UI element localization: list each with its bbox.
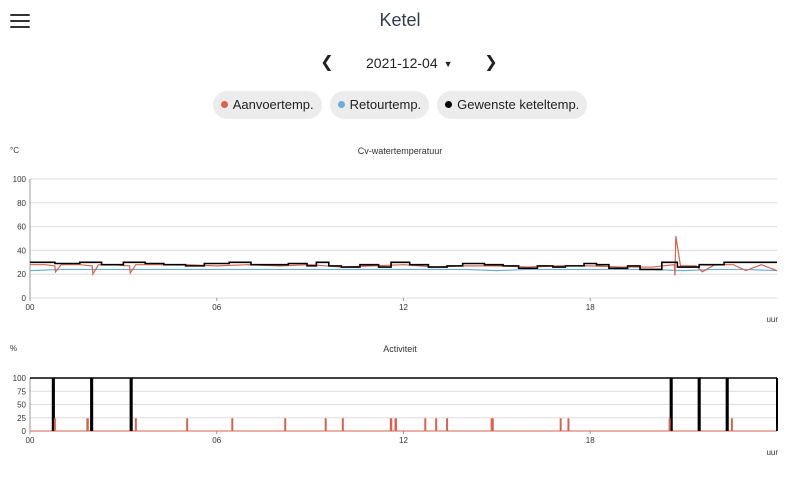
activity-bar (324, 418, 327, 431)
x-tick-label: 06 (212, 436, 221, 445)
y-tick-label: 50 (17, 401, 26, 410)
chevron-right-icon[interactable]: ❯ (484, 54, 498, 71)
x-unit-label: uur (766, 315, 778, 324)
y-unit-label: °C (10, 146, 19, 155)
date-picker[interactable]: 2021-12-04 ▼ (366, 52, 453, 74)
legend-label: Gewenste keteltemp. (457, 97, 580, 112)
activity-bar (341, 418, 344, 431)
activity-bar (389, 418, 393, 431)
y-tick-label: 80 (17, 199, 26, 208)
dot-icon (445, 101, 453, 108)
activity-bar (186, 418, 189, 431)
x-tick-label: 18 (586, 436, 595, 445)
activity-bar (424, 418, 427, 431)
x-tick-label: 06 (212, 303, 221, 312)
x-tick-label: 18 (586, 303, 595, 312)
activity-bar (776, 378, 778, 431)
chart-title: Cv-watertemperatuur (357, 146, 443, 156)
chevron-left-icon[interactable]: ❮ (320, 54, 334, 71)
x-tick-label: 12 (399, 303, 408, 312)
activity-bar (435, 418, 438, 431)
activity-bar (669, 378, 673, 431)
temperature-chart: °C Cv-watertemperatuur 0 20 40 60 80 100 00 06 1… (0, 144, 800, 324)
caret-down-icon: ▼ (443, 59, 453, 69)
activity-bar (725, 378, 729, 431)
dot-icon (220, 101, 228, 108)
y-tick-label: 25 (17, 414, 26, 423)
legend-chip-gewenste-keteltemp[interactable]: Gewenste keteltemp. (437, 91, 588, 119)
legend-label: Aanvoertemp. (232, 97, 314, 112)
activity-bar (86, 418, 89, 431)
y-tick-label: 100 (13, 374, 27, 383)
activity-bar (129, 378, 133, 431)
legend-label: Retourtemp. (349, 97, 422, 112)
activity-bar (51, 378, 55, 431)
y-tick-label: 0 (22, 294, 27, 303)
legend-chip-aanvoertemp[interactable]: Aanvoertemp. (212, 91, 322, 119)
date-value: 2021-12-04 (366, 55, 438, 71)
activity-plot: 0 25 50 75 100 00 06 12 18 (13, 374, 778, 445)
legend-chip-retourtemp[interactable]: Retourtemp. (329, 91, 430, 119)
activity-bar (134, 418, 137, 431)
activity-bar (53, 418, 56, 431)
activity-bar (90, 378, 94, 431)
x-unit-label: uur (766, 448, 778, 457)
activity-bar (231, 418, 234, 431)
series-line (30, 236, 778, 277)
temperature-plot: 0 20 40 60 80 100 00 06 12 18 (13, 175, 778, 312)
y-tick-label: 100 (13, 175, 27, 184)
date-navigation: ❮ 2021-12-04 ▼ ❯ (0, 52, 800, 74)
activity-bar (730, 418, 733, 431)
hamburger-icon[interactable] (10, 14, 30, 30)
activity-bar (446, 418, 449, 431)
series-line (30, 261, 777, 271)
activity-bar (394, 418, 397, 431)
activity-bar (697, 378, 701, 431)
activity-bar (284, 418, 287, 431)
y-tick-label: 0 (22, 427, 27, 436)
legend: Aanvoertemp. Retourtemp. Gewenste ketelt… (0, 91, 800, 119)
activity-bar (490, 418, 494, 431)
chart-title: Activiteit (383, 344, 417, 354)
x-tick-label: 00 (26, 303, 35, 312)
activity-bar (567, 418, 570, 431)
y-tick-label: 40 (17, 246, 26, 255)
page-title: Ketel (379, 10, 421, 30)
activity-bar (559, 418, 562, 431)
series-line (29, 268, 778, 272)
y-tick-label: 75 (17, 387, 26, 396)
x-tick-label: 12 (399, 436, 408, 445)
y-tick-label: 60 (17, 223, 26, 232)
x-tick-label: 00 (26, 436, 35, 445)
y-tick-label: 20 (17, 270, 26, 279)
activity-bar (668, 418, 671, 431)
activity-chart: % Activiteit 0 25 50 75 100 00 06 12 18 uur (0, 342, 800, 467)
dot-icon (337, 101, 345, 108)
y-unit-label: % (10, 344, 18, 353)
